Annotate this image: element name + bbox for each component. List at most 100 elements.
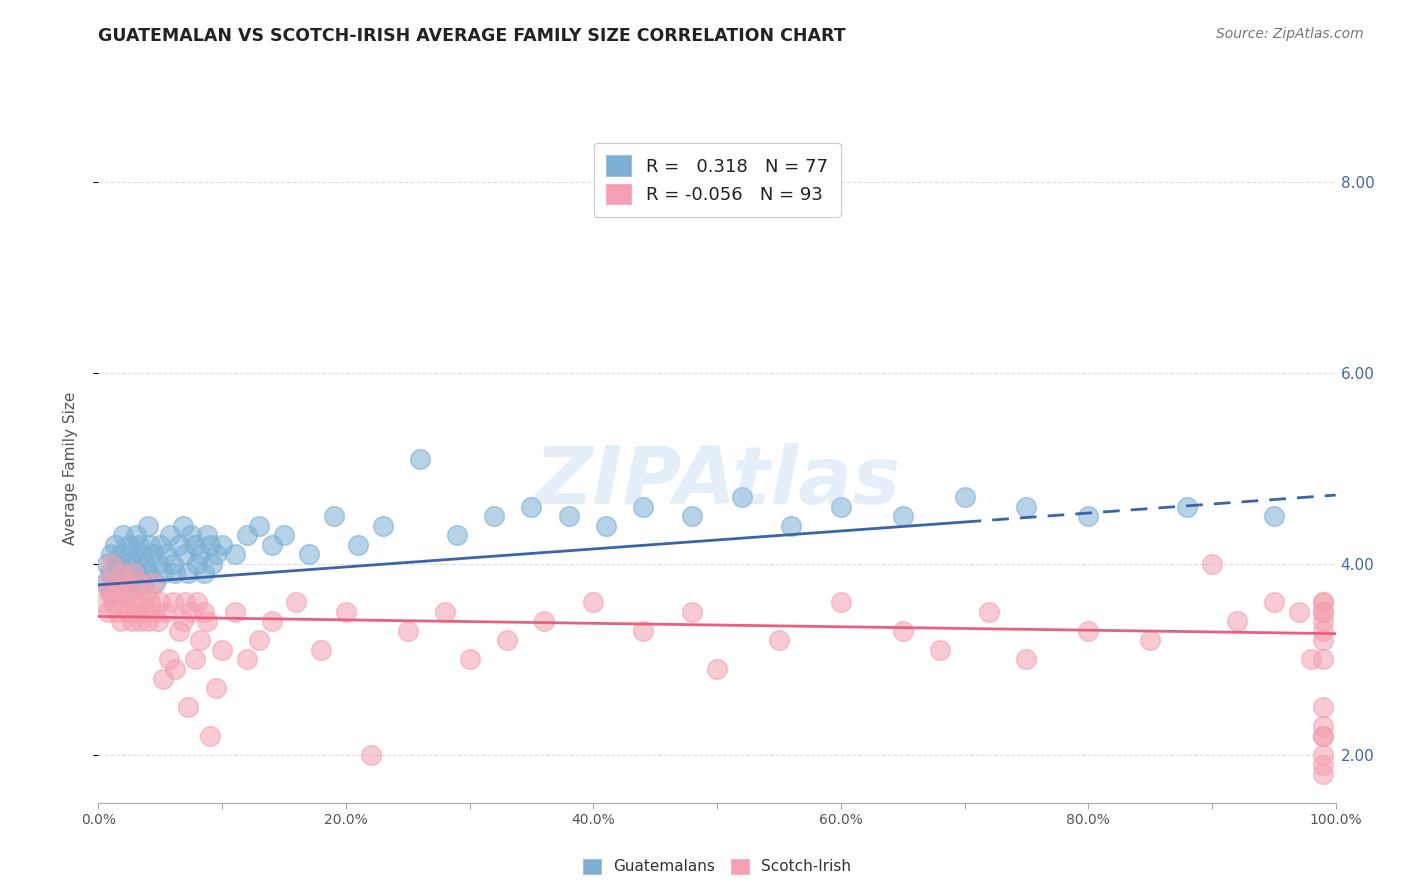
Point [96,557,118,571]
Point [162,595,184,609]
Point [260,538,283,552]
Point [114,557,136,571]
Point [1015,652,1038,666]
Point [186,557,208,571]
Point [134,557,156,571]
Point [205,681,228,695]
Point [143,576,166,591]
Point [184,652,207,666]
Point [780,518,803,533]
Point [188,633,211,648]
Point [103,538,125,552]
Point [224,547,246,561]
Point [1312,624,1334,638]
Point [100,547,122,561]
Point [176,566,198,581]
Point [132,595,155,609]
Text: GUATEMALAN VS SCOTCH-IRISH AVERAGE FAMILY SIZE CORRELATION CHART: GUATEMALAN VS SCOTCH-IRISH AVERAGE FAMIL… [98,27,846,45]
Point [172,614,194,628]
Point [174,547,197,561]
Point [135,585,157,599]
Point [152,672,174,686]
Point [409,451,432,466]
Point [1312,595,1334,609]
Point [211,538,233,552]
Point [131,547,153,561]
Point [205,547,228,561]
Point [152,566,174,581]
Point [184,538,207,552]
Point [830,500,852,514]
Point [360,747,382,762]
Point [1312,757,1334,772]
Point [1312,605,1334,619]
Point [124,557,146,571]
Point [157,652,180,666]
Point [979,605,1001,619]
Point [167,538,190,552]
Point [139,595,162,609]
Point [136,518,159,533]
Point [273,528,295,542]
Point [1312,729,1334,743]
Point [1288,605,1310,619]
Text: ZIPAtlas: ZIPAtlas [534,442,900,521]
Point [98,585,121,599]
Point [174,595,197,609]
Point [681,509,703,524]
Point [122,576,145,591]
Point [236,652,259,666]
Point [118,585,141,599]
Point [94,576,117,591]
Point [891,624,914,638]
Point [211,643,233,657]
Point [129,614,152,628]
Point [143,605,166,619]
Point [142,547,165,561]
Point [347,538,370,552]
Point [193,605,215,619]
Point [165,566,187,581]
Point [186,595,208,609]
Point [260,614,283,628]
Point [322,509,344,524]
Point [495,633,517,648]
Point [335,605,357,619]
Point [103,576,125,591]
Point [198,729,221,743]
Point [121,547,143,561]
Point [127,566,149,581]
Point [1015,500,1038,514]
Point [631,500,654,514]
Point [107,566,129,581]
Point [149,538,172,552]
Point [706,662,728,676]
Point [953,490,976,504]
Point [1312,614,1334,628]
Point [165,662,187,676]
Point [146,557,169,571]
Point [557,509,579,524]
Point [520,500,543,514]
Point [193,566,215,581]
Point [1312,719,1334,733]
Point [247,518,270,533]
Point [124,528,146,542]
Point [142,576,165,591]
Point [93,595,115,609]
Point [125,605,148,619]
Point [396,624,419,638]
Point [1312,595,1334,609]
Point [146,614,169,628]
Point [731,490,754,504]
Point [298,547,321,561]
Point [928,643,950,657]
Point [121,614,143,628]
Point [201,557,224,571]
Point [128,538,150,552]
Point [631,624,654,638]
Point [1175,500,1198,514]
Point [198,538,221,552]
Point [180,605,202,619]
Point [582,595,605,609]
